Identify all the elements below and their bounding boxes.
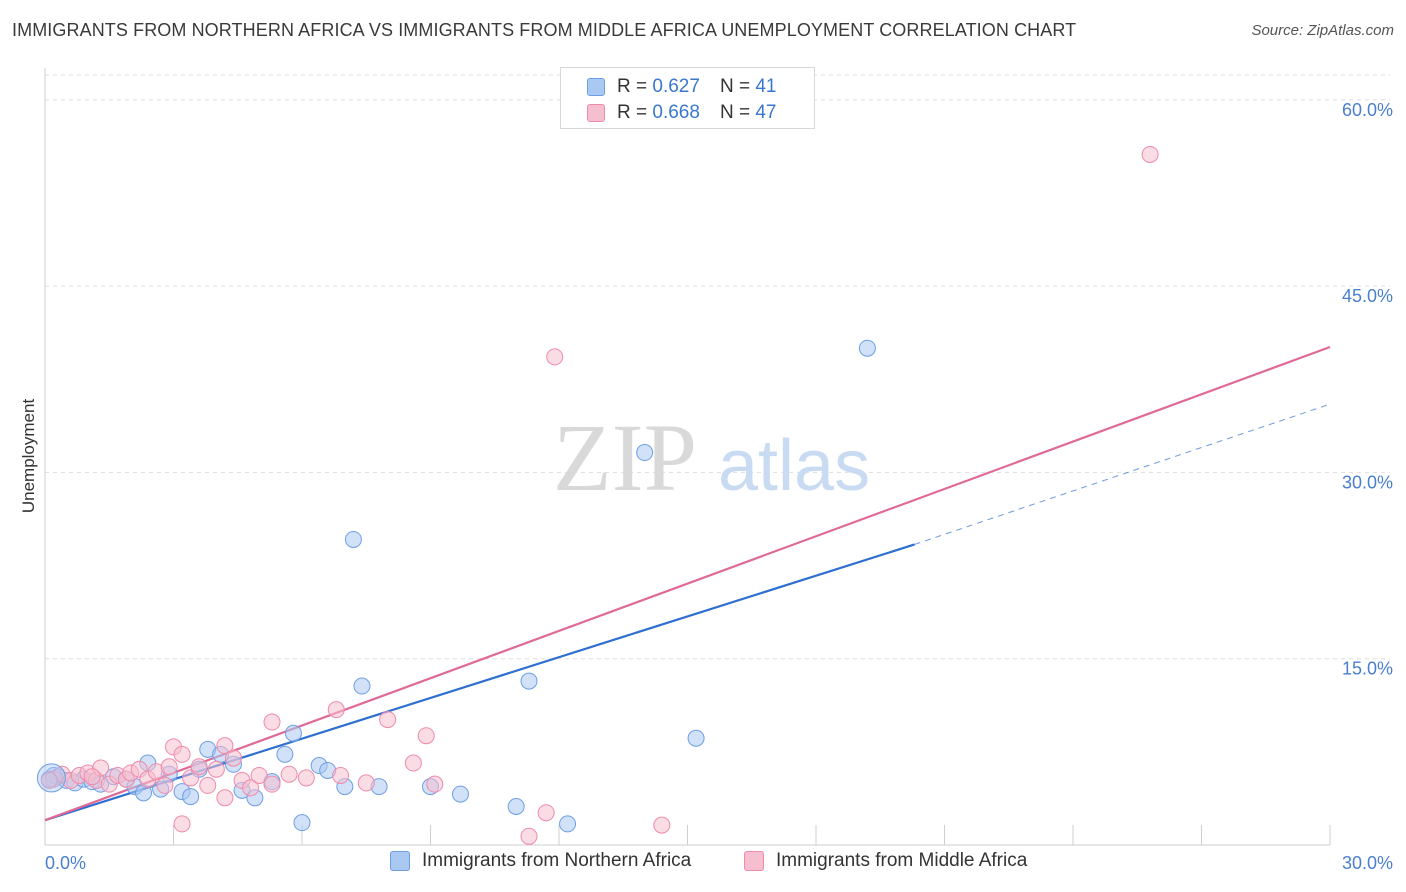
point-layer bbox=[36, 145, 1159, 845]
point-middle-africa bbox=[404, 754, 422, 772]
point-middle-africa bbox=[263, 713, 281, 731]
legend-n-label: N = bbox=[719, 102, 751, 123]
legend: R = 0.627 N = 41 R = 0.668 N = 47 bbox=[560, 67, 815, 129]
point-middle-africa bbox=[216, 737, 234, 755]
point-middle-africa bbox=[207, 760, 225, 778]
point-northern-africa bbox=[353, 677, 371, 695]
point-middle-africa bbox=[83, 768, 101, 786]
series-legend-label: Immigrants from Middle Africa bbox=[776, 850, 1028, 871]
point-middle-africa bbox=[520, 827, 538, 845]
point-middle-africa bbox=[250, 766, 268, 784]
watermark: ZIP atlas bbox=[553, 404, 870, 511]
point-middle-africa bbox=[263, 775, 281, 793]
series-swatch-pink bbox=[744, 851, 764, 871]
point-middle-africa bbox=[653, 816, 671, 834]
point-middle-africa bbox=[173, 745, 191, 763]
legend-row-northern-africa: R = 0.627 N = 41 bbox=[587, 74, 776, 100]
y-tick-label: 30.0% bbox=[1342, 472, 1393, 492]
point-middle-africa bbox=[426, 775, 444, 793]
point-middle-africa bbox=[379, 711, 397, 729]
point-northern-africa bbox=[293, 814, 311, 832]
point-northern-africa bbox=[182, 788, 200, 806]
legend-r-value: 0.668 bbox=[652, 102, 700, 123]
series-legend-label: Immigrants from Northern Africa bbox=[422, 850, 692, 871]
legend-n-label: N = bbox=[719, 76, 751, 97]
point-middle-africa bbox=[332, 766, 350, 784]
point-middle-africa bbox=[357, 774, 375, 792]
series-legend-middle-africa: Immigrants from Middle Africa bbox=[744, 850, 1027, 872]
point-northern-africa bbox=[636, 444, 654, 462]
point-middle-africa bbox=[1141, 145, 1159, 163]
point-northern-africa-cluster bbox=[36, 763, 66, 793]
legend-swatch-pink bbox=[587, 104, 605, 122]
y-tick-label: 15.0% bbox=[1342, 659, 1393, 679]
watermark-atlas: atlas bbox=[718, 426, 870, 506]
point-middle-africa bbox=[242, 779, 260, 797]
point-middle-africa bbox=[173, 815, 191, 833]
point-middle-africa bbox=[327, 701, 345, 719]
point-middle-africa bbox=[182, 769, 200, 787]
point-northern-africa bbox=[559, 815, 577, 833]
axis-layer: 15.0% 30.0% 45.0% 60.0% 0.0% 30.0% bbox=[44, 68, 1393, 873]
y-tick-label: 60.0% bbox=[1342, 100, 1393, 120]
point-northern-africa bbox=[451, 785, 469, 803]
point-middle-africa bbox=[190, 758, 208, 776]
legend-row-middle-africa: R = 0.668 N = 47 bbox=[587, 100, 776, 126]
point-middle-africa bbox=[40, 771, 58, 789]
legend-swatch-blue bbox=[587, 78, 605, 96]
legend-r-label: R = bbox=[617, 102, 648, 123]
legend-n-value: 47 bbox=[755, 102, 777, 123]
point-northern-africa bbox=[520, 672, 538, 690]
point-middle-africa bbox=[224, 749, 242, 767]
point-middle-africa bbox=[280, 765, 298, 783]
point-northern-africa bbox=[284, 724, 302, 742]
point-middle-africa bbox=[537, 804, 555, 822]
trendline-middle-africa bbox=[44, 345, 1331, 822]
chart-title: IMMIGRANTS FROM NORTHERN AFRICA VS IMMIG… bbox=[12, 20, 1077, 40]
legend-r-value: 0.627 bbox=[652, 76, 700, 97]
point-northern-africa bbox=[276, 745, 294, 763]
point-middle-africa bbox=[216, 789, 234, 807]
point-middle-africa bbox=[417, 727, 435, 745]
point-middle-africa bbox=[297, 769, 315, 787]
x-tick-label: 30.0% bbox=[1342, 853, 1393, 873]
point-northern-africa bbox=[687, 729, 705, 747]
point-northern-africa bbox=[858, 339, 876, 357]
series-legend: Immigrants from Northern Africa Immigran… bbox=[0, 850, 1406, 878]
point-northern-africa bbox=[344, 530, 362, 548]
trendline-northern-africa-extension bbox=[914, 403, 1331, 545]
chart-source: Source: ZipAtlas.com bbox=[1251, 22, 1394, 39]
point-middle-africa bbox=[199, 776, 217, 794]
grid-layer bbox=[45, 74, 1390, 660]
y-tick-label: 45.0% bbox=[1342, 286, 1393, 306]
series-legend-northern-africa: Immigrants from Northern Africa bbox=[390, 850, 691, 872]
point-middle-africa bbox=[156, 776, 174, 794]
y-axis-label: Unemployment bbox=[19, 399, 38, 514]
legend-n-value: 41 bbox=[755, 76, 777, 97]
x-tick-label: 0.0% bbox=[45, 853, 86, 873]
point-middle-africa bbox=[546, 348, 564, 366]
legend-r-label: R = bbox=[617, 76, 648, 97]
series-swatch-blue bbox=[390, 851, 410, 871]
point-northern-africa bbox=[507, 798, 525, 815]
watermark-zip: ZIP bbox=[553, 404, 697, 511]
point-middle-africa bbox=[160, 758, 178, 776]
